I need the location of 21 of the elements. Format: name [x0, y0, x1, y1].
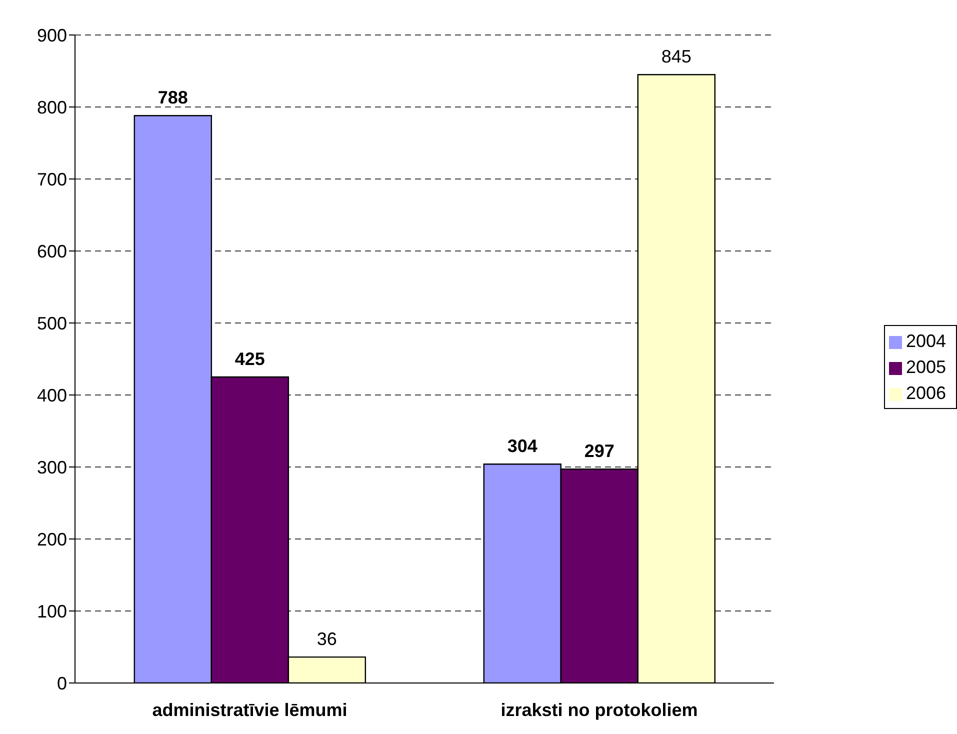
y-tick-label: 800: [36, 97, 67, 118]
data-label: 788: [158, 88, 188, 108]
x-tick-label: administratīvie lēmumi: [152, 700, 348, 720]
y-tick-label: 900: [36, 25, 67, 46]
y-tick-label: 200: [36, 529, 67, 550]
data-label: 304: [507, 436, 538, 456]
legend-label: 2006: [906, 383, 946, 403]
y-tick-label: 300: [36, 457, 67, 478]
data-label: 845: [661, 46, 692, 67]
data-label: 297: [584, 441, 614, 462]
y-tick-label: 600: [36, 241, 67, 262]
y-tick-label: 700: [36, 169, 67, 190]
y-tick-label: 0: [56, 673, 67, 694]
data-label: 36: [316, 629, 337, 650]
y-tick-label: 500: [36, 313, 67, 334]
legend-label: 2005: [906, 357, 946, 377]
legend-label: 2004: [906, 331, 946, 351]
x-tick-label: izraksti no protokoliem: [500, 700, 698, 720]
data-label: 425: [234, 349, 265, 369]
y-tick-label: 400: [36, 385, 67, 406]
y-tick-label: 100: [36, 601, 67, 622]
